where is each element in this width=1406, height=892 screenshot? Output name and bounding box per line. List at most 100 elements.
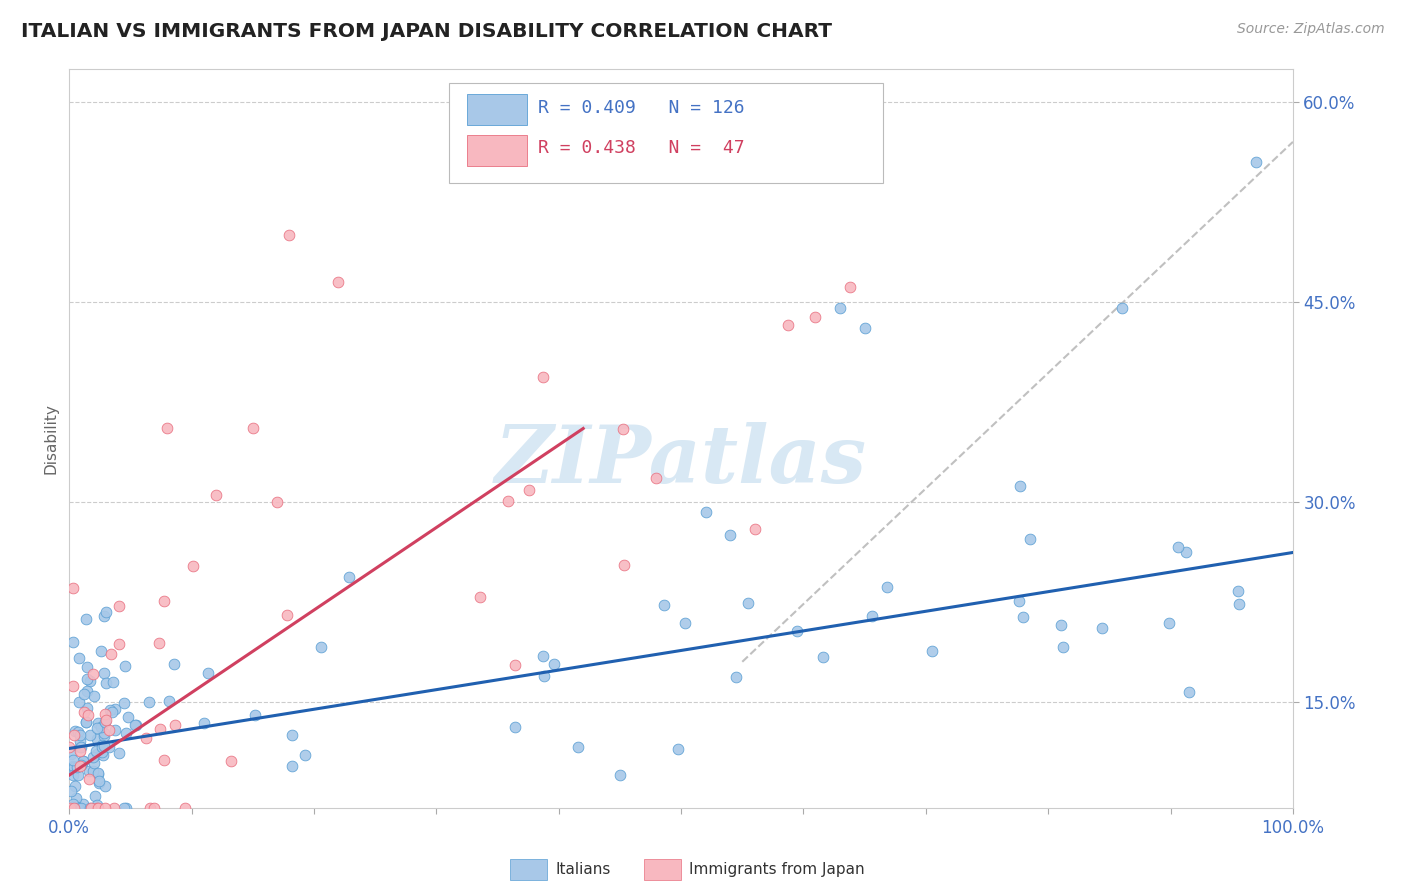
Point bbox=[94, 801, 117, 815]
Point bbox=[496, 494, 519, 508]
Point bbox=[63, 760, 86, 774]
Point bbox=[69, 740, 91, 755]
Point bbox=[1091, 621, 1114, 635]
Point bbox=[80, 801, 103, 815]
Point bbox=[69, 739, 91, 754]
Point bbox=[803, 310, 825, 324]
Point bbox=[266, 495, 288, 509]
Point bbox=[73, 705, 96, 719]
Point bbox=[153, 594, 176, 608]
Point bbox=[115, 801, 138, 815]
Point bbox=[205, 488, 228, 502]
Point bbox=[278, 228, 301, 243]
Point bbox=[138, 801, 160, 815]
Point bbox=[76, 701, 98, 715]
Point bbox=[65, 790, 87, 805]
Point bbox=[1050, 617, 1073, 632]
Point bbox=[652, 598, 675, 612]
Point bbox=[138, 695, 160, 709]
Point bbox=[69, 734, 91, 748]
Point bbox=[104, 723, 127, 737]
Point bbox=[328, 275, 350, 289]
FancyBboxPatch shape bbox=[467, 135, 527, 166]
Point bbox=[811, 650, 834, 665]
Point bbox=[63, 801, 86, 815]
Text: Italians: Italians bbox=[555, 863, 610, 877]
Point bbox=[612, 422, 634, 436]
Point bbox=[87, 776, 110, 790]
Point bbox=[1019, 532, 1042, 546]
Point bbox=[93, 730, 115, 744]
Point bbox=[62, 768, 84, 782]
Point bbox=[1167, 541, 1189, 555]
Point bbox=[157, 694, 180, 708]
Point bbox=[59, 801, 82, 815]
Point bbox=[197, 665, 219, 680]
Point bbox=[63, 779, 86, 793]
Point bbox=[84, 789, 107, 804]
Point bbox=[125, 718, 148, 732]
Point bbox=[86, 721, 108, 735]
Point bbox=[94, 779, 117, 793]
Point bbox=[62, 635, 84, 649]
Point bbox=[1174, 545, 1197, 559]
Point bbox=[62, 679, 84, 693]
Point bbox=[67, 695, 90, 709]
Point bbox=[108, 637, 131, 651]
Point bbox=[103, 801, 125, 815]
Point bbox=[79, 801, 101, 815]
Point bbox=[63, 724, 86, 739]
Point bbox=[1052, 640, 1074, 654]
Point bbox=[100, 706, 122, 720]
Point bbox=[148, 636, 170, 650]
Point bbox=[87, 801, 110, 815]
Point bbox=[77, 707, 100, 722]
Point bbox=[69, 744, 91, 758]
Point bbox=[66, 724, 89, 739]
Point bbox=[1227, 597, 1250, 611]
Point bbox=[83, 689, 105, 703]
Point bbox=[86, 747, 108, 761]
Point bbox=[543, 657, 565, 672]
Point bbox=[86, 732, 108, 747]
Text: Immigrants from Japan: Immigrants from Japan bbox=[689, 863, 865, 877]
Point bbox=[90, 720, 112, 734]
Point bbox=[876, 580, 898, 594]
Point bbox=[165, 718, 187, 732]
Point bbox=[294, 748, 316, 763]
Point bbox=[76, 684, 98, 698]
Point bbox=[276, 607, 298, 622]
Point bbox=[77, 772, 100, 786]
Point bbox=[786, 624, 808, 638]
Point bbox=[117, 710, 139, 724]
Y-axis label: Disability: Disability bbox=[44, 403, 58, 474]
Point bbox=[156, 421, 179, 435]
Point bbox=[86, 801, 108, 815]
Point bbox=[76, 660, 98, 674]
Point bbox=[73, 687, 96, 701]
Point bbox=[114, 659, 136, 673]
Point bbox=[97, 740, 120, 755]
Point bbox=[59, 783, 82, 797]
Point bbox=[1007, 594, 1029, 608]
Point bbox=[468, 590, 491, 604]
Text: R = 0.409   N = 126: R = 0.409 N = 126 bbox=[538, 99, 745, 117]
Point bbox=[82, 667, 104, 681]
Point bbox=[87, 716, 110, 731]
Point bbox=[112, 801, 135, 815]
Point bbox=[93, 725, 115, 739]
Point bbox=[112, 696, 135, 710]
Point bbox=[72, 797, 94, 811]
Point bbox=[862, 609, 884, 624]
Point bbox=[91, 740, 114, 755]
Point bbox=[60, 747, 83, 761]
Point bbox=[90, 644, 112, 658]
Point bbox=[1159, 616, 1181, 631]
Point bbox=[839, 280, 862, 294]
Point bbox=[76, 672, 98, 686]
Point bbox=[718, 528, 741, 542]
Point bbox=[93, 608, 115, 623]
Point bbox=[79, 728, 101, 742]
Point bbox=[181, 559, 204, 574]
Point bbox=[87, 766, 110, 780]
